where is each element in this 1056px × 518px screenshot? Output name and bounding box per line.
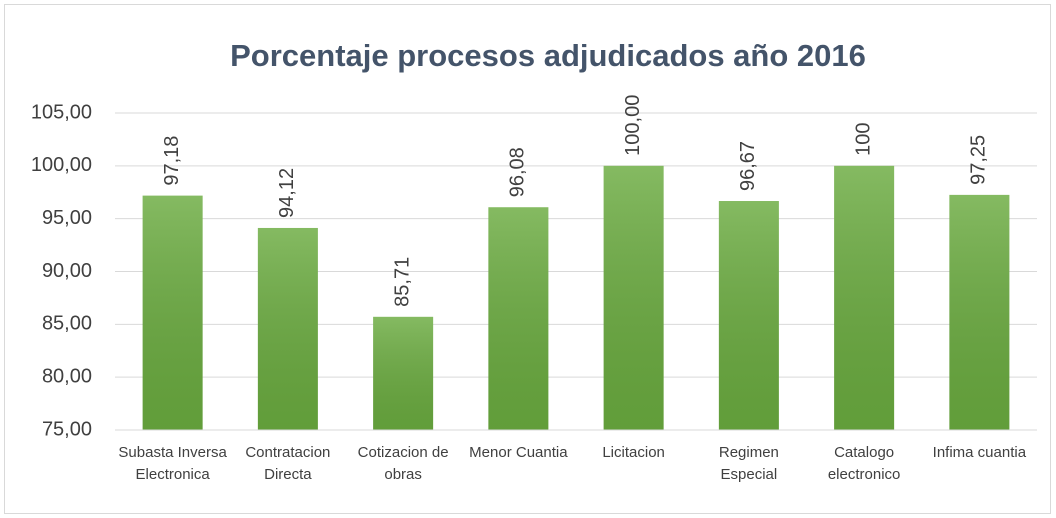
chart-title: Porcentaje procesos adjudicados año 2016	[230, 38, 866, 73]
data-label: 100	[852, 122, 874, 155]
data-label: 94,12	[276, 168, 298, 218]
bar-sheen	[488, 207, 549, 430]
y-tick-label: 85,00	[42, 313, 92, 335]
data-label: 85,71	[391, 257, 413, 307]
x-tick-label: Contratacion Directa	[245, 444, 331, 483]
y-tick-label: 100,00	[31, 154, 92, 176]
x-tick-label: Subasta Inversa Electronica	[118, 444, 227, 483]
x-tick-label: Cotizacion de obras	[357, 444, 449, 483]
x-tick-label: Licitacion	[602, 444, 665, 461]
y-tick-label: 80,00	[42, 365, 92, 387]
y-tick-label: 75,00	[42, 418, 92, 440]
bar-sheen	[949, 194, 1010, 430]
data-label: 100,00	[622, 95, 644, 156]
bar-sheen	[718, 201, 779, 430]
bar-sheen	[142, 195, 203, 430]
x-tick-label: Infima cuantia	[932, 444, 1027, 461]
y-tick-label: 95,00	[42, 207, 92, 229]
bar-sheen	[257, 227, 318, 430]
x-tick-label: Menor Cuantia	[469, 444, 568, 461]
bar-sheen	[603, 165, 664, 431]
data-label: 97,25	[968, 135, 990, 185]
y-tick-label: 90,00	[42, 260, 92, 282]
data-label: 96,67	[737, 141, 759, 191]
x-tick-label: Regimen Especial	[718, 444, 779, 483]
data-label: 97,18	[161, 136, 183, 186]
data-label: 96,08	[507, 147, 529, 197]
bar-sheen	[373, 316, 434, 430]
y-tick-label: 105,00	[31, 101, 92, 123]
bar-sheen	[834, 165, 895, 431]
x-tick-label: Catalogo electronico	[827, 444, 901, 483]
